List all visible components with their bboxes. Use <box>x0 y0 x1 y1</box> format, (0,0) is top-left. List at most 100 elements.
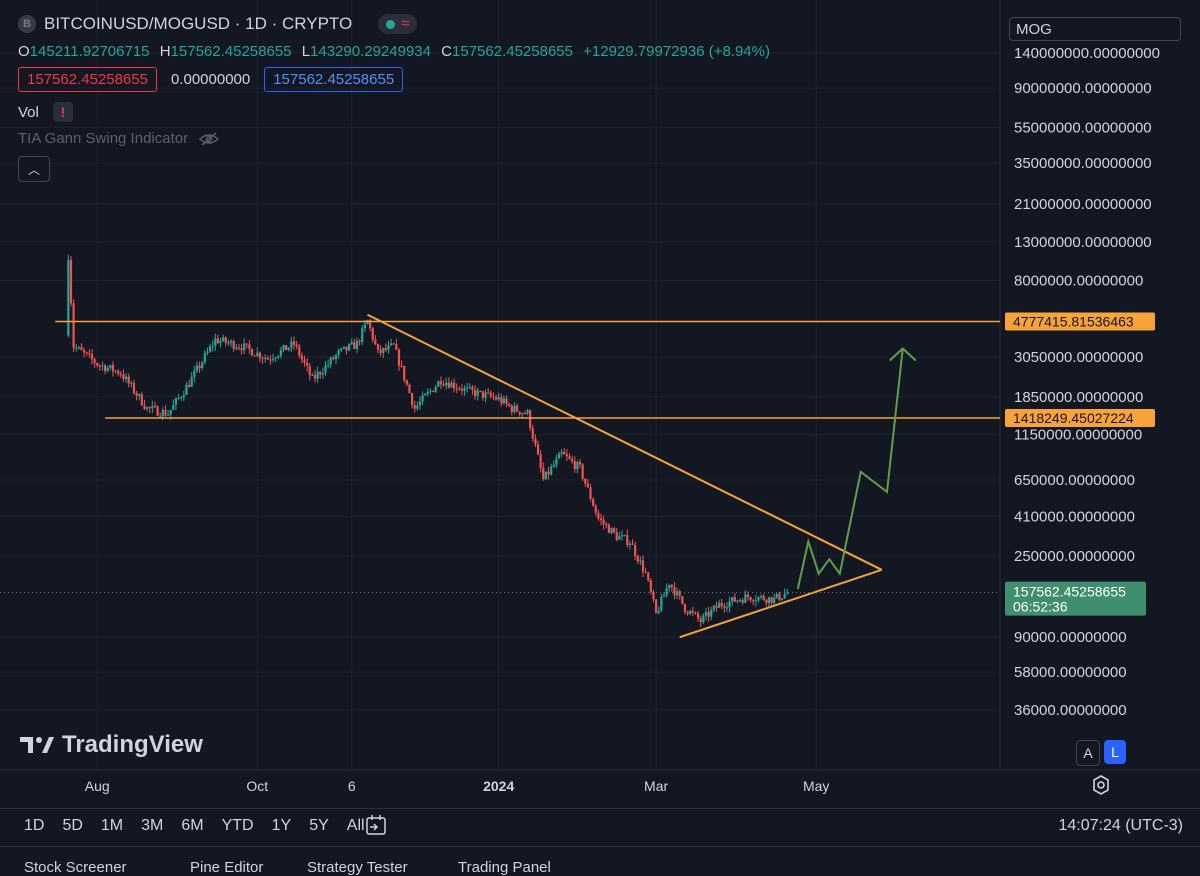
log-scale-button[interactable]: L <box>1104 740 1126 764</box>
candle-body <box>153 406 157 408</box>
auto-scale-button[interactable]: A <box>1076 740 1100 766</box>
range-button-3m[interactable]: 3M <box>141 817 164 834</box>
candle-body <box>122 374 125 380</box>
candle-body <box>279 349 282 356</box>
currency-label[interactable]: MOG <box>1009 17 1181 41</box>
candle-body <box>72 303 75 348</box>
candle-body <box>101 365 104 367</box>
range-button-1y[interactable]: 1Y <box>271 817 292 834</box>
candle-body <box>521 413 524 415</box>
candle-body <box>203 353 206 363</box>
price-tick-label: 410000.00000000 <box>1014 509 1135 526</box>
candle-body <box>292 341 296 345</box>
ohlc-values: O145211.92706715 H157562.45258655 L14329… <box>18 43 770 60</box>
candle-body <box>75 347 78 349</box>
panel-tab-strategy-tester[interactable]: Strategy Tester <box>307 859 408 876</box>
eye-hidden-icon[interactable] <box>198 131 220 147</box>
panel-tab-trading-panel[interactable]: Trading Panel <box>458 859 551 876</box>
change-value: +12929.79972936 (+8.94%) <box>583 43 770 60</box>
candle-body <box>702 615 705 623</box>
candle-body <box>237 347 241 349</box>
candle-body <box>172 404 175 410</box>
candle-body <box>466 387 469 389</box>
logo-text: TradingView <box>62 731 203 758</box>
candle-body <box>324 365 327 373</box>
date-range-picker-icon[interactable] <box>364 813 388 837</box>
candle-body <box>515 405 519 412</box>
range-button-1d[interactable]: 1D <box>24 817 45 834</box>
price-tick-label: 3050000.00000000 <box>1014 349 1143 366</box>
candle-body <box>104 365 107 372</box>
candle-body <box>626 535 629 545</box>
collapse-legend-button[interactable]: ︿ <box>18 156 50 182</box>
candle-body <box>258 352 262 359</box>
candle-body <box>678 591 681 597</box>
candle-body <box>308 365 311 376</box>
candle-body <box>329 357 332 365</box>
candle-body <box>744 594 747 603</box>
projection-path[interactable] <box>796 348 904 590</box>
panel-tab-pine-editor[interactable]: Pine Editor <box>190 859 264 876</box>
candle-body <box>376 344 380 350</box>
clock[interactable]: 14:07:24 (UTC-3) <box>1058 817 1184 834</box>
range-button-5y[interactable]: 5Y <box>309 817 329 834</box>
candle-body <box>510 405 513 413</box>
volume-indicator[interactable]: Vol ! <box>18 102 73 122</box>
range-button-5d[interactable]: 5D <box>62 817 83 834</box>
chevron-up-icon: ︿ <box>27 162 40 177</box>
candle-body <box>327 364 330 366</box>
candle-body <box>93 359 96 364</box>
time-tick-label: May <box>803 778 829 794</box>
candle-body <box>300 355 303 360</box>
candle-body <box>439 381 443 385</box>
candle-body <box>353 342 356 349</box>
panel-tab-stock-screener[interactable]: Stock Screener <box>24 859 127 876</box>
descending-trendline[interactable] <box>367 313 883 571</box>
candle-body <box>649 580 652 593</box>
candle-body <box>584 478 587 484</box>
candle-body <box>578 462 582 465</box>
candle-body <box>607 524 610 534</box>
price-tick-label: 58000.00000000 <box>1014 664 1127 681</box>
candle-body <box>778 593 781 600</box>
range-button-ytd[interactable]: YTD <box>221 817 254 834</box>
candle-body <box>471 386 474 391</box>
symbol-title[interactable]: BITCOINUSD/MOGUSD · 1D · CRYPTO <box>44 14 353 33</box>
symbol-row[interactable]: B BITCOINUSD/MOGUSD · 1D · CRYPTO ≈ <box>18 14 418 34</box>
candle-body <box>384 348 387 350</box>
market-status-pill[interactable]: ≈ <box>378 14 418 34</box>
buy-button[interactable]: 157562.45258655 <box>264 67 404 92</box>
candle-body <box>581 464 584 479</box>
candle-body <box>410 393 414 405</box>
candle-body <box>219 340 222 344</box>
candle-body <box>639 560 642 562</box>
time-tick-label: Aug <box>85 778 110 794</box>
candle-body <box>571 458 574 462</box>
range-button-6m[interactable]: 6M <box>181 817 204 834</box>
support-price-label-bg <box>1005 409 1155 428</box>
candle-body <box>529 410 532 429</box>
resistance-price-label-bg <box>1005 312 1155 331</box>
candle-body <box>132 382 136 394</box>
ascending-trendline[interactable] <box>679 568 883 639</box>
candle-body <box>555 458 558 465</box>
range-button-all[interactable]: All <box>346 817 365 834</box>
candle-body <box>124 376 128 380</box>
candle-body <box>618 536 621 540</box>
bar-countdown-label: 06:52:36 <box>1013 599 1068 615</box>
candle-body <box>67 259 70 336</box>
candle-body <box>227 342 230 344</box>
candle-body <box>298 346 301 356</box>
candle-body <box>605 524 608 526</box>
sell-button[interactable]: 157562.45258655 <box>18 67 157 92</box>
warning-icon[interactable]: ! <box>52 102 73 122</box>
candle-body <box>468 386 471 388</box>
settings-gear-icon[interactable] <box>1090 774 1112 796</box>
candle-body <box>767 597 771 604</box>
candle-body <box>450 382 453 388</box>
gann-indicator[interactable]: TIA Gann Swing Indicator <box>18 130 220 147</box>
time-tick-label: 2024 <box>483 778 514 794</box>
candle-body <box>313 375 317 379</box>
range-button-1m[interactable]: 1M <box>100 817 124 834</box>
